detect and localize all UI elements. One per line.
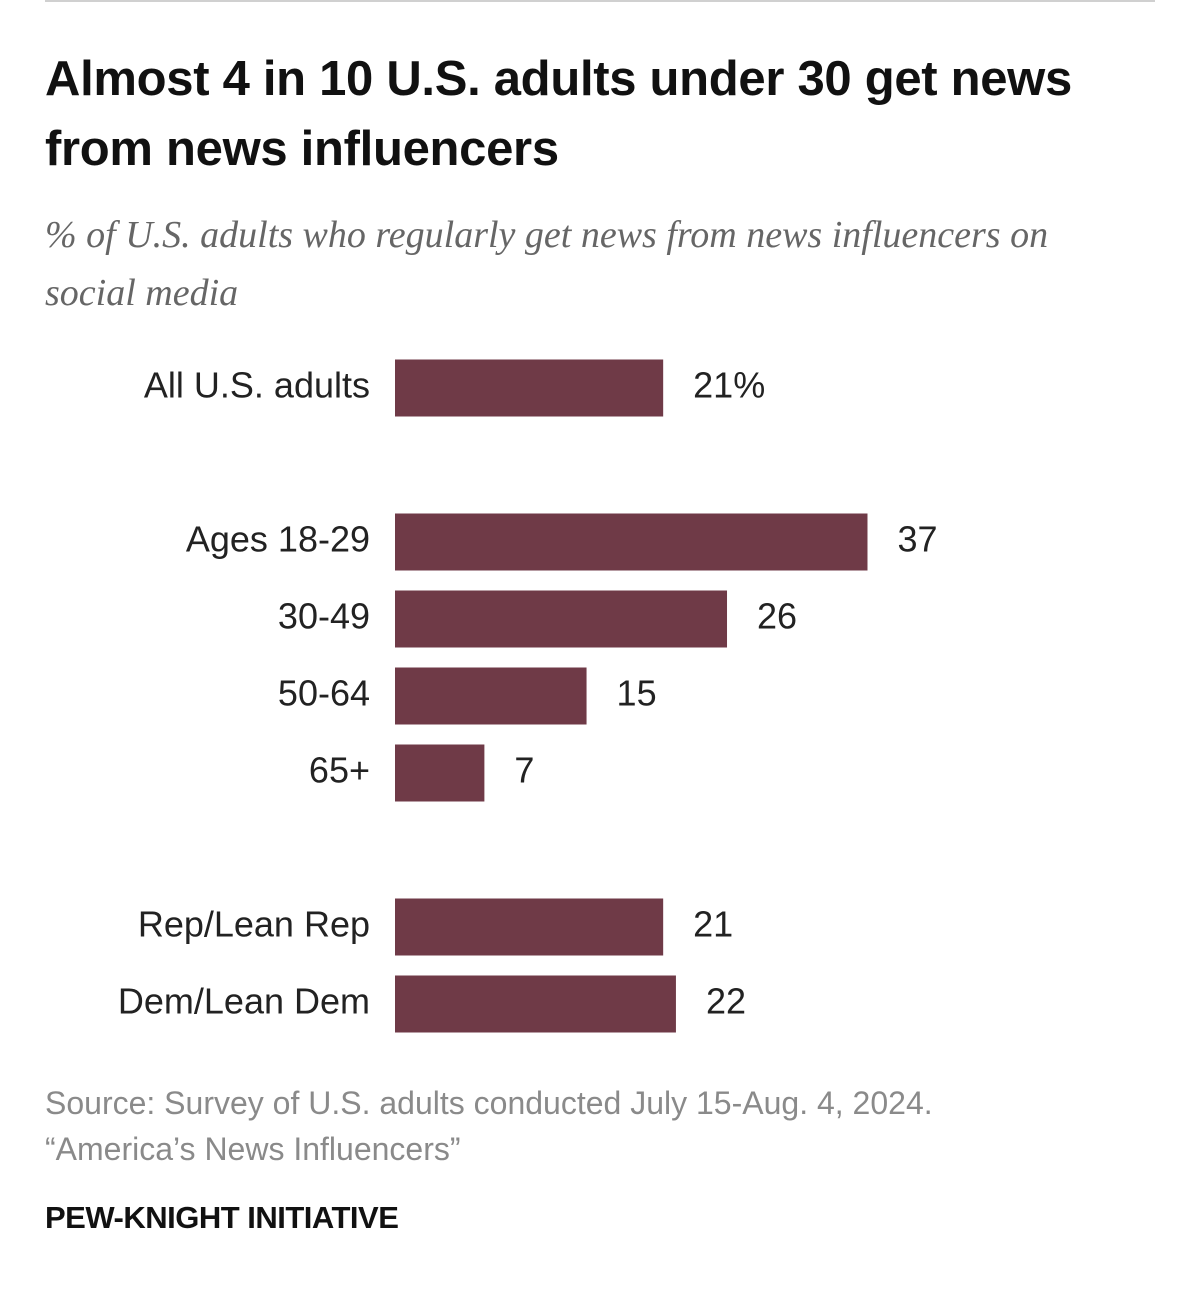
category-label: 30-49 (278, 596, 370, 637)
source: Source: Survey of U.S. adults conducted … (45, 1085, 933, 1121)
value-label: 7 (514, 750, 534, 791)
bar (395, 975, 676, 1033)
category-label: All U.S. adults (144, 365, 370, 406)
bar (395, 667, 587, 725)
bar (395, 898, 664, 956)
footer: PEW-KNIGHT INITIATIVE (45, 1200, 399, 1235)
report: “America’s News Influencers” (45, 1131, 461, 1167)
category-label: Ages 18-29 (186, 519, 370, 560)
category-label: Dem/Lean Dem (118, 981, 370, 1022)
bar (395, 359, 664, 417)
source-note: Source: Survey of U.S. adults conducted … (45, 1080, 933, 1172)
category-label: 50-64 (278, 673, 370, 714)
value-label: 15 (617, 673, 657, 714)
value-label: 26 (757, 596, 797, 637)
chart-subtitle: % of U.S. adults who regularly get news … (45, 214, 1049, 314)
value-label: 22 (706, 981, 746, 1022)
bar (395, 513, 868, 571)
chart-title: Almost 4 in 10 U.S. adults under 30 get … (45, 52, 1072, 176)
bar (395, 744, 485, 802)
bar (395, 590, 728, 648)
value-label: 37 (897, 519, 937, 560)
category-label: Rep/Lean Rep (138, 904, 370, 945)
category-label: 65+ (309, 750, 370, 791)
top-rule (45, 0, 1155, 2)
value-label: 21 (693, 904, 733, 945)
value-label: 21% (693, 365, 765, 406)
